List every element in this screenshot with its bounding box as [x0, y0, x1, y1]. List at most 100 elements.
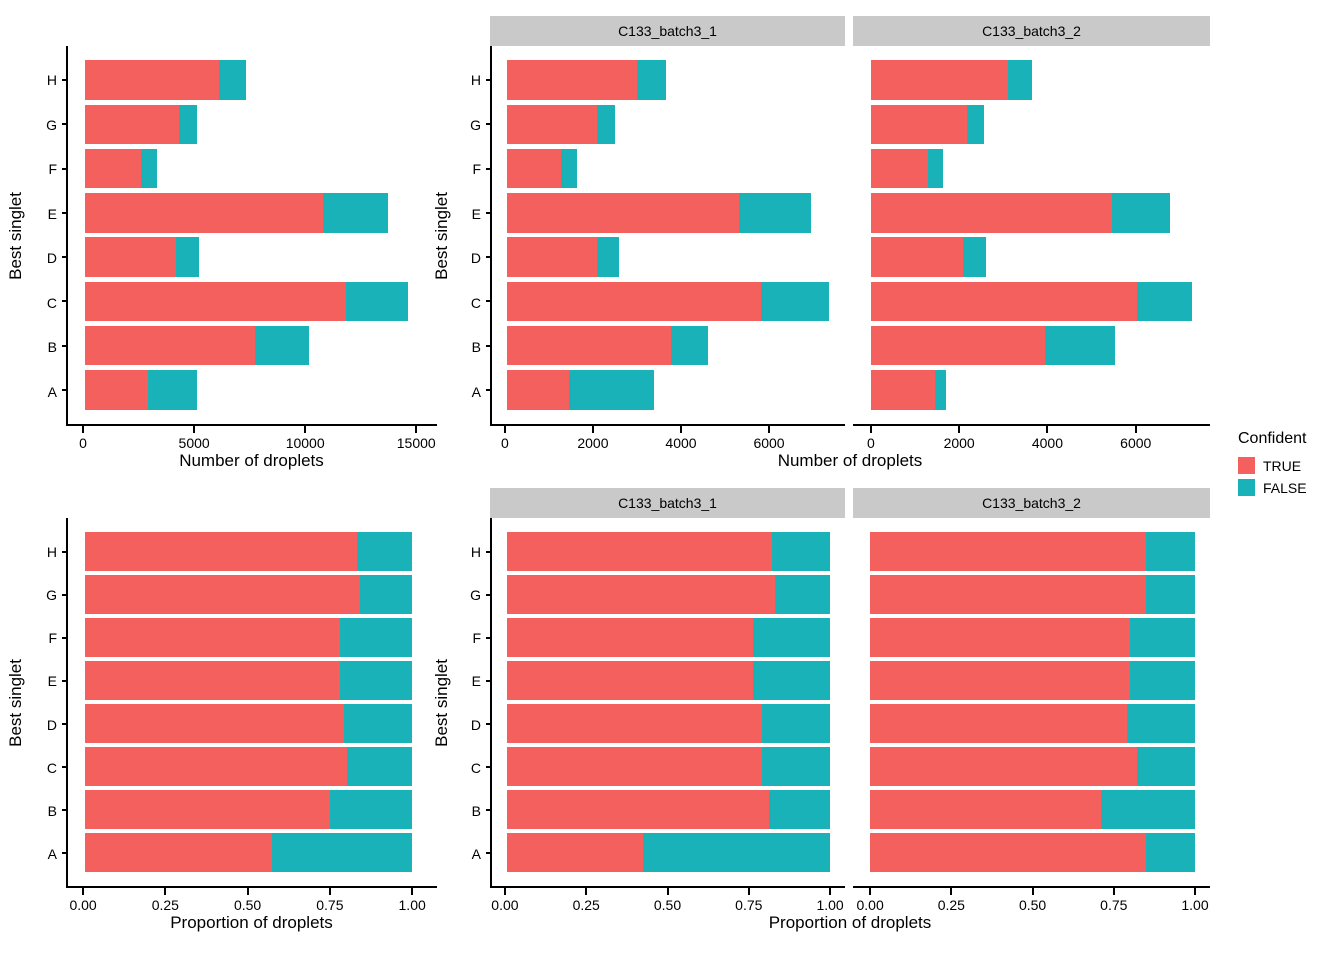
segment-false — [596, 237, 619, 277]
segment-true — [506, 704, 763, 743]
segment-true — [84, 704, 344, 743]
stacked-bar-H — [84, 60, 247, 100]
segment-false — [340, 661, 413, 700]
stacked-bar-B — [870, 790, 1195, 829]
stacked-bar-D — [84, 704, 413, 743]
tick-mark — [486, 679, 492, 682]
segment-true — [84, 60, 220, 100]
segment-false — [934, 370, 947, 410]
tick-mark — [1046, 426, 1049, 433]
x-axis-title-counts-left: Number of droplets — [179, 451, 324, 470]
y-tick-G — [486, 573, 492, 616]
stacked-bar-D — [870, 704, 1195, 743]
stacked-bar-D — [506, 704, 831, 743]
y-tick-G — [486, 102, 492, 146]
tick-mark — [486, 123, 492, 126]
y-tick-A — [486, 368, 492, 412]
segment-false — [176, 237, 199, 277]
tick-mark — [486, 79, 492, 82]
tick-label: 0.50 — [1018, 897, 1047, 913]
bars-area — [492, 518, 845, 886]
stacked-bar-G — [870, 104, 985, 145]
segment-true — [870, 661, 1130, 700]
bar-slot-B — [853, 788, 1210, 831]
bar-slot-B — [492, 324, 845, 368]
x-tick: 0.25 — [938, 888, 965, 913]
bar-slot-G — [853, 102, 1210, 146]
segment-true — [870, 618, 1130, 657]
tick-mark — [62, 808, 68, 811]
segment-false — [670, 325, 709, 366]
segment-true — [870, 60, 1008, 100]
bar-slot-H — [68, 530, 437, 573]
legend-title: Confident — [1238, 430, 1307, 447]
y-tick-E — [62, 659, 68, 702]
y-label-H: H — [46, 543, 57, 560]
stacked-bar-A — [506, 370, 654, 410]
tick-mark — [486, 167, 492, 170]
y-axis-title-text: Best singlet — [6, 659, 25, 747]
y-label-B: B — [471, 803, 481, 820]
bar-slot-D — [492, 235, 845, 279]
tick-label: 0 — [866, 435, 875, 451]
stacked-bar-E — [506, 661, 831, 700]
stacked-bar-A — [84, 370, 197, 410]
bar-slot-H — [492, 58, 845, 102]
panel-proportions-batch2 — [853, 518, 1210, 888]
segment-true — [870, 370, 935, 410]
segment-true — [506, 790, 769, 829]
tick-mark — [82, 888, 85, 895]
y-label-F: F — [48, 161, 57, 178]
y-label-C: C — [470, 759, 481, 776]
tick-mark — [486, 300, 492, 303]
segment-false — [346, 281, 409, 322]
x-tick: 4000 — [1032, 426, 1063, 451]
bar-slot-E — [68, 659, 437, 702]
y-tick-C — [62, 279, 68, 323]
legend-label-false: FALSE — [1263, 479, 1307, 496]
y-tick-H — [62, 530, 68, 573]
tick-mark — [62, 851, 68, 854]
bar-slot-D — [853, 235, 1210, 279]
segment-false — [762, 704, 831, 743]
y-label-H: H — [46, 72, 57, 89]
bar-slot-E — [68, 191, 437, 235]
stacked-bar-C — [506, 747, 831, 786]
segment-false — [271, 833, 413, 872]
segment-false — [1136, 747, 1195, 786]
y-tick-H — [486, 530, 492, 573]
y-tick-A — [486, 831, 492, 874]
bar-slot-B — [68, 788, 437, 831]
tick-label: 0.50 — [653, 897, 682, 913]
stacked-bar-C — [870, 281, 1193, 322]
bar-slot-A — [492, 368, 845, 412]
y-axis-labels: H G F E D C B A — [454, 518, 484, 888]
segment-true — [870, 148, 929, 189]
segment-true — [84, 193, 323, 233]
stacked-bar-G — [506, 575, 831, 614]
bar-slot-C — [492, 279, 845, 323]
bar-slot-F — [68, 147, 437, 191]
tick-mark — [1031, 888, 1034, 895]
tick-mark — [679, 426, 682, 433]
stacked-bar-E — [84, 193, 389, 233]
segment-false — [752, 618, 831, 657]
tick-label: 2000 — [943, 435, 975, 451]
bar-slot-G — [68, 573, 437, 616]
y-tick-E — [486, 659, 492, 702]
tick-mark — [304, 426, 307, 433]
segment-true — [506, 575, 776, 614]
y-tick-B — [62, 324, 68, 368]
segment-false — [346, 747, 413, 786]
segment-true — [870, 193, 1112, 233]
y-tick-C — [486, 279, 492, 323]
tick-label: 0.00 — [491, 897, 519, 913]
tick-mark — [869, 888, 872, 895]
stacked-bar-H — [84, 532, 413, 571]
stacked-bar-D — [84, 237, 199, 277]
tick-label: 4000 — [665, 435, 697, 451]
segment-true — [506, 833, 643, 872]
segment-false — [642, 833, 831, 872]
bars-area — [68, 518, 437, 886]
tick-mark — [1112, 888, 1115, 895]
